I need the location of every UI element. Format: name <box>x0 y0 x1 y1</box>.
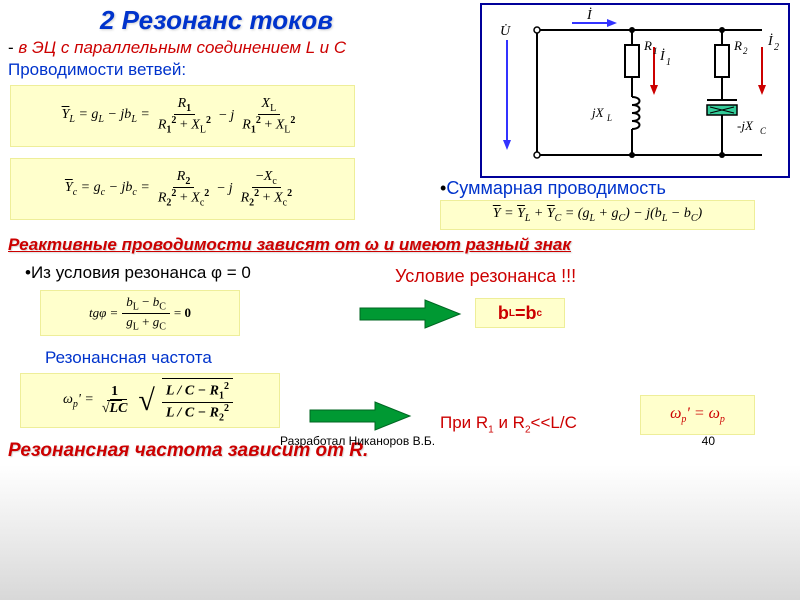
page-number: 40 <box>702 434 715 448</box>
svg-text:İ: İ <box>767 33 774 49</box>
formula-yc: Yc = gc − jbc = R2 R22 + Xc2 − j −Xc R22… <box>10 158 355 220</box>
slide-title: 2 Резонанс токов <box>100 5 333 36</box>
svg-text:İ: İ <box>659 48 666 64</box>
conductances-label: Проводимости ветвей: <box>8 60 186 80</box>
formula-omega: ωp' = 1 √LC √ L / C − R12 L / C − R22 <box>20 373 280 428</box>
svg-text:2: 2 <box>774 42 779 53</box>
formula-omega-p: ωp' = ωp <box>640 395 755 435</box>
circuit-diagram: U̇ İ İ 1 İ 2 R 1 R 2 jX L -jX C <box>480 3 790 178</box>
svg-text:U̇: U̇ <box>500 23 511 39</box>
author-label: Разработал Никаноров В.Б. <box>280 434 435 448</box>
svg-text:-jX: -jX <box>737 118 754 133</box>
svg-text:2: 2 <box>743 46 748 56</box>
svg-text:jX: jX <box>590 105 605 120</box>
arrow-green-2 <box>305 398 415 434</box>
formula-blbc: bL =bc <box>475 298 565 328</box>
sum-conductance-label: •Суммарная проводимость <box>440 178 666 199</box>
resonance-condition-text: •Из условия резонанса φ = 0 <box>25 263 251 283</box>
slide-shadow <box>0 465 800 600</box>
svg-text:L: L <box>606 113 612 123</box>
resonance-condition-label: Условие резонанса !!! <box>395 266 576 287</box>
subtitle: - в ЭЦ с параллельным соединением L и С <box>8 38 346 58</box>
svg-text:R: R <box>643 38 652 53</box>
svg-text:1: 1 <box>653 46 658 56</box>
pri-condition: При R1 и R2<<L/C <box>440 413 577 435</box>
svg-text:R: R <box>733 38 742 53</box>
formula-yl: YL = gL − jbL = R1 R12 + XL2 − j XL R12 … <box>10 85 355 147</box>
cond-text: Из условия резонанса <box>31 263 211 282</box>
svg-text:1: 1 <box>666 57 671 68</box>
formula-sum: Y = YL + YC = (gL + gC) − j(bL − bC) <box>440 200 755 230</box>
resonance-freq-label: Резонансная частота <box>45 348 212 368</box>
reactive-statement: Реактивные проводимости зависят от ω и и… <box>8 235 571 255</box>
svg-text:İ: İ <box>586 7 593 23</box>
arrow-green-1 <box>355 296 465 332</box>
svg-text:C: C <box>760 126 767 136</box>
dash: - <box>8 38 18 57</box>
sum-text: Суммарная проводимость <box>446 178 666 198</box>
formula-tg: tgφ = bL − bC gL + gC = 0 <box>40 290 240 336</box>
subtitle-text: в ЭЦ с параллельным соединением L и С <box>18 38 346 57</box>
phi: φ = 0 <box>211 263 251 282</box>
